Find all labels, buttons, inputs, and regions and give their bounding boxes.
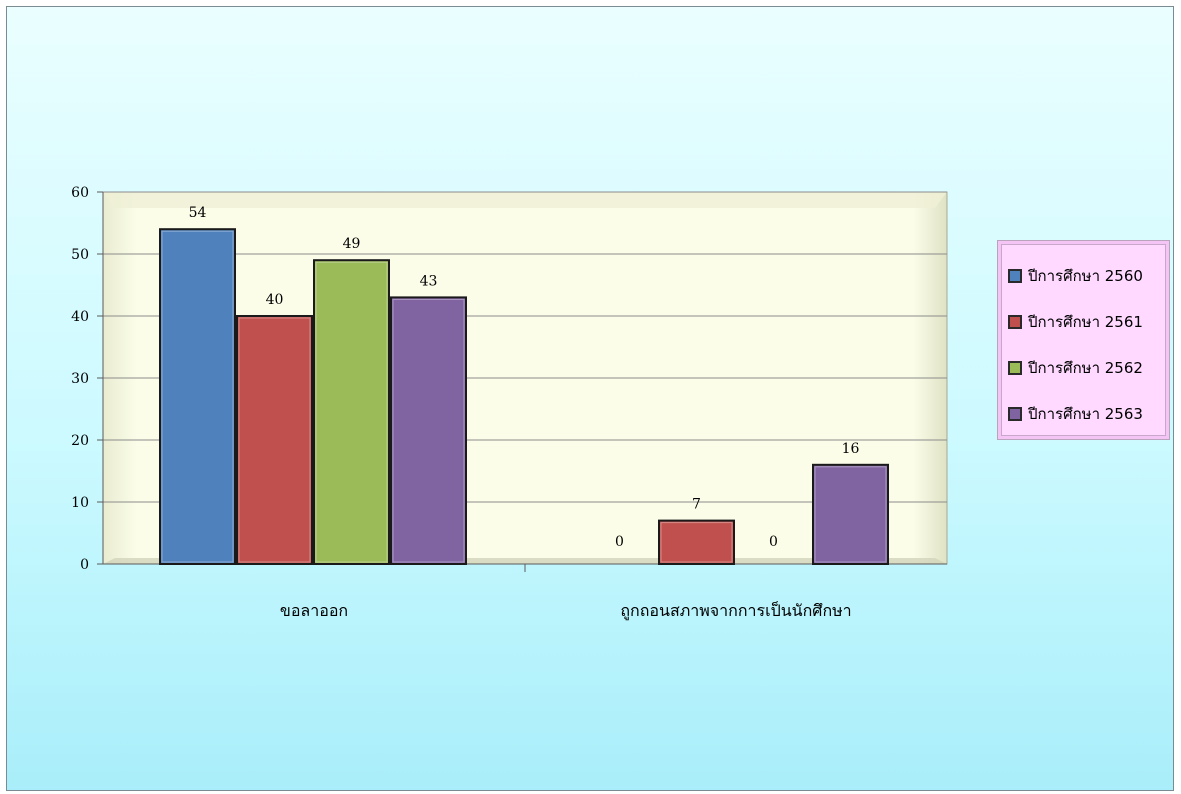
data-label: 0 <box>615 534 624 550</box>
data-label: 40 <box>266 292 284 308</box>
bar-highlight <box>392 298 465 563</box>
y-tick-label: 30 <box>71 371 89 387</box>
y-tick-label: 10 <box>71 495 89 511</box>
category-label: ถูกถอนสภาพจากการเป็นนักศึกษา <box>620 600 851 621</box>
legend-item: ปีการศึกษา 2562 <box>1008 345 1169 391</box>
data-label: 16 <box>842 441 860 457</box>
data-label: 7 <box>692 497 701 513</box>
legend-swatch <box>1008 361 1022 375</box>
y-tick-label: 40 <box>71 309 89 325</box>
category-label: ขอลาออก <box>280 601 348 620</box>
bar-3-1 <box>313 259 390 565</box>
y-tick-label: 50 <box>71 247 89 263</box>
data-label: 43 <box>420 273 438 289</box>
bar-highlight <box>814 466 887 563</box>
y-tick-label: 0 <box>80 557 89 573</box>
y-tick-label: 60 <box>71 185 89 201</box>
data-label: 0 <box>769 534 778 550</box>
legend-label: ปีการศึกษา 2562 <box>1028 359 1143 377</box>
legend-swatch <box>1008 269 1022 283</box>
plot-wall-bevel-top <box>103 192 947 208</box>
legend-label: ปีการศึกษา 2563 <box>1028 405 1143 423</box>
bar-highlight <box>660 522 733 563</box>
legend-item: ปีการศึกษา 2563 <box>1008 391 1169 437</box>
bar-chart: 0 10 20 30 40 50 60 54 40 49 43 ขอลาออก 0 7 0 16 ถูกถอนส… <box>71 185 948 621</box>
legend-item: ปีการศึกษา 2560 <box>1008 253 1169 299</box>
bar-highlight <box>238 317 311 563</box>
plot-area: 0 10 20 30 40 50 60 54 40 49 43 ขอลาออก 0 7 0 16 ถูกถอนส… <box>71 185 948 621</box>
data-label: 54 <box>189 205 207 221</box>
chart-frame: 0 10 20 30 40 50 60 54 40 49 43 ขอลาออก 0 7 0 16 ถูกถอนส… <box>6 6 1174 791</box>
legend-item: ปีการศึกษา 2561 <box>1008 299 1169 345</box>
bar-4-1 <box>390 296 467 565</box>
legend-swatch <box>1008 315 1022 329</box>
legend: ปีการศึกษา 2560 ปีการศึกษา 2561 ปีการศึกษา… <box>997 240 1170 440</box>
legend-swatch <box>1008 407 1022 421</box>
bar-2-2 <box>658 519 735 565</box>
legend-label: ปีการศึกษา 2561 <box>1028 313 1143 331</box>
bar-highlight <box>161 230 234 563</box>
legend-label: ปีการศึกษา 2560 <box>1028 267 1143 285</box>
bar-2-1 <box>236 315 313 565</box>
data-label: 49 <box>343 236 361 252</box>
bar-4-2 <box>812 463 889 565</box>
bar-highlight <box>315 261 388 563</box>
y-tick-label: 20 <box>71 433 89 449</box>
bar-1-1 <box>159 228 236 565</box>
